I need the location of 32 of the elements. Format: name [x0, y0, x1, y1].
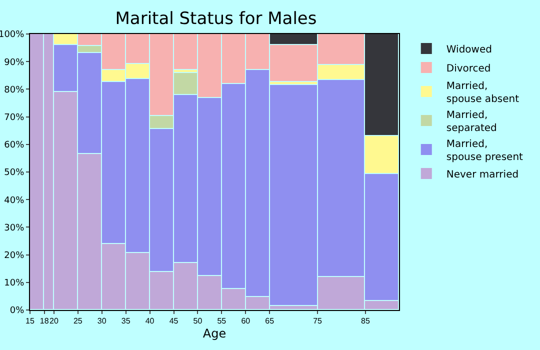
x-tick-label: 55: [217, 316, 227, 326]
y-tick-label: 70%: [4, 112, 25, 123]
x-tick-label: 25: [73, 316, 83, 326]
x-tick-label: 40: [145, 316, 155, 326]
x-tick-label: 85: [360, 316, 370, 326]
y-tick-label: 90%: [4, 58, 25, 68]
legend-label: Divorced: [446, 63, 491, 74]
legend-label: Married, separated: [446, 110, 497, 134]
x-tick-label: 75: [313, 316, 323, 326]
x-tick-label: 18: [40, 316, 50, 326]
y-tick-label: 40%: [4, 196, 25, 206]
y-tick-label: 0%: [10, 306, 25, 316]
legend-label: Widowed: [446, 44, 492, 56]
y-tick-label: 50%: [4, 168, 25, 178]
x-tick-label: 65: [265, 316, 275, 326]
x-tick-label: 20: [50, 316, 59, 326]
y-tick-label: 60%: [4, 140, 25, 151]
x-tick-label: 35: [121, 316, 131, 326]
legend-label: Never married: [446, 169, 519, 180]
y-tick-label: 20%: [4, 250, 25, 261]
y-tick-label: 10%: [4, 278, 25, 289]
y-tick-label: 30%: [4, 223, 25, 234]
chart-title: Marital Status for Males: [115, 9, 317, 30]
x-axis-title: Age: [202, 326, 226, 340]
legend-label: Married, spouse absent: [446, 80, 520, 105]
x-tick-label: 30: [97, 316, 107, 326]
y-tick-label: 80%: [4, 85, 25, 96]
x-tick-label: 15: [26, 316, 35, 326]
x-tick-label: 60: [241, 316, 251, 326]
x-tick-label: 45: [169, 316, 179, 326]
legend-label: Married, spouse present: [446, 138, 524, 163]
x-tick-label: 50: [193, 316, 203, 326]
